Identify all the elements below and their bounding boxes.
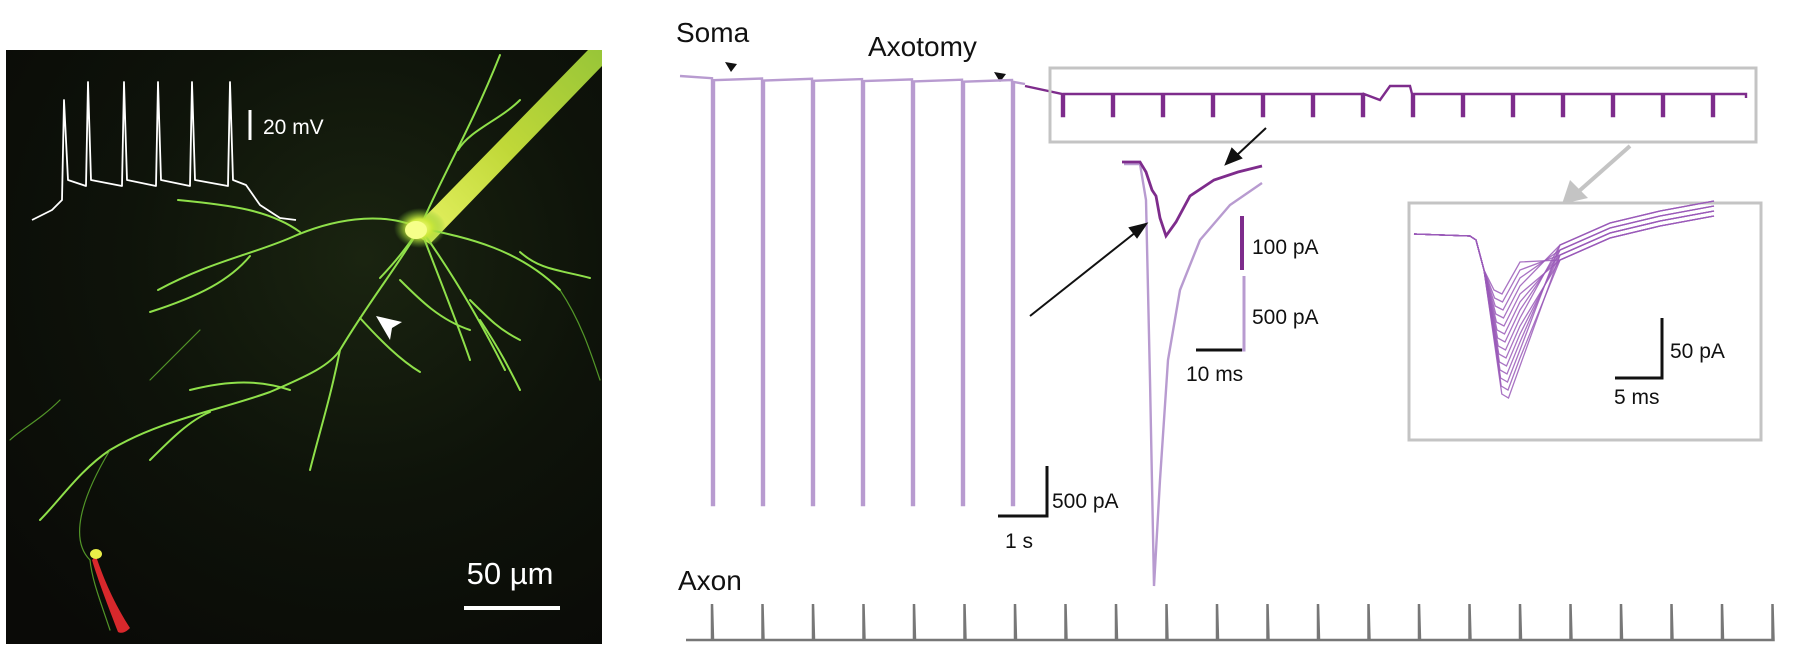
arrow-to-dark-event-head [1224,147,1243,166]
zoom-scale-small-label: 100 pA [1252,236,1319,259]
inset-scale-current-label: 50 pA [1670,340,1725,363]
pointer-arrows [1029,127,1267,317]
recording-panel: Soma Axotomy 500 pA 1 s 100 pA 500 pA 10… [676,17,1775,642]
somatic-current-trace-post-axotomy [1024,84,1748,118]
arrow-to-dark-event [1235,127,1267,157]
zoomed-pre-axotomy-current [1124,162,1263,587]
zoom-scale-large-label: 500 pA [1252,306,1319,329]
micrograph-scale-label: 50 µm [467,556,554,591]
micrograph-panel: 20 mV 50 µm [6,50,602,644]
axon-marker-arrowhead [376,316,402,340]
soma-label: Soma [676,17,750,48]
zoom-scale-time-label: 10 ms [1186,363,1243,386]
axotomy-marker-arrowhead [994,72,1006,82]
overlaid-event-traces [1413,200,1715,399]
arrow-to-light-event-head [1128,222,1149,239]
main-scale-current-label: 500 pA [1052,490,1119,513]
zoom-scale-large-bar [1196,276,1246,352]
zoom-connector-arrow [1576,144,1632,194]
overlaid-event-trace [1413,210,1715,399]
arrow-to-light-event [1029,231,1137,317]
zoom-connector-arrow-head [1562,180,1588,204]
zoomed-event: 100 pA 500 pA 10 ms [1122,160,1319,587]
zoomed-post-axotomy-current [1122,160,1263,240]
action-potential-trace [31,81,297,221]
action-potential-inset: 20 mV [31,81,324,221]
voltage-scale-label: 20 mV [263,116,324,139]
main-scale-bar [998,466,1049,518]
zoom-region-box [1048,66,1758,144]
red-labelled-cell [92,556,130,633]
red-cell-soma [90,549,102,559]
axon-stimulus-trace [686,603,1775,642]
pipette [410,50,602,244]
main-scale-time-label: 1 s [1005,530,1033,553]
soma-core [405,221,427,239]
inset-scale-bar [1615,318,1664,380]
somatic-current-trace-pre-axotomy [679,74,1026,507]
axon-label: Axon [678,565,742,596]
soma-marker-arrowhead [725,62,737,72]
axon-process [9,289,601,631]
inset-scale-time-label: 5 ms [1614,386,1660,409]
overlay-inset-box [1407,201,1763,442]
axotomy-label: Axotomy [868,31,977,62]
